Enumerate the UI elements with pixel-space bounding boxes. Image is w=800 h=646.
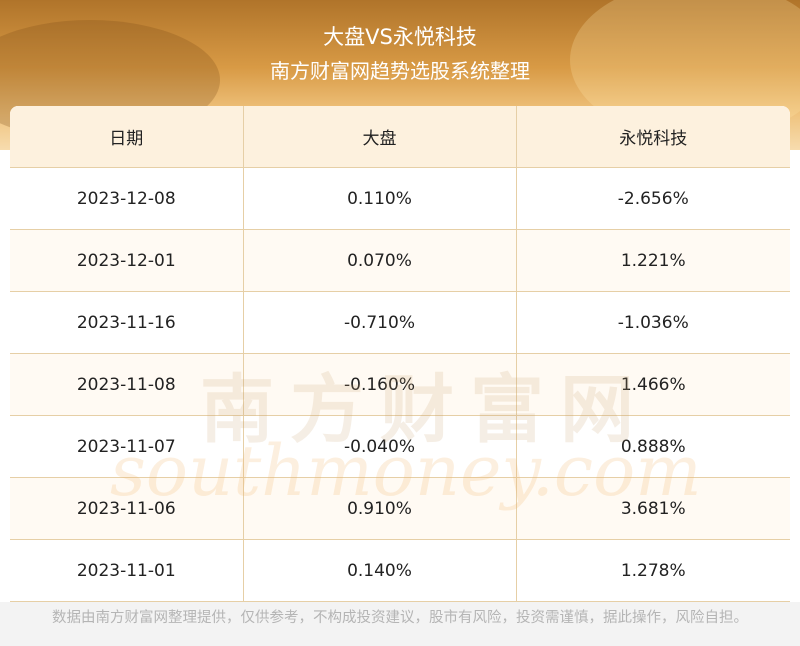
table-row: 2023-11-07 -0.040% 0.888%: [10, 415, 790, 478]
cell-market: -0.710%: [243, 291, 517, 354]
footer-disclaimer: 数据由南方财富网整理提供，仅供参考，不构成投资建议，股市有风险，投资需谨慎，据此…: [0, 602, 800, 646]
column-header-date: 日期: [10, 106, 244, 168]
cell-stock: 3.681%: [516, 477, 790, 540]
table-row: 2023-12-01 0.070% 1.221%: [10, 229, 790, 292]
cell-date: 2023-11-06: [10, 477, 244, 540]
table-row: 2023-11-01 0.140% 1.278%: [10, 539, 790, 602]
cell-market: 0.910%: [243, 477, 517, 540]
page-title: 大盘VS永悦科技: [323, 25, 477, 49]
cell-date: 2023-11-08: [10, 353, 244, 416]
comparison-table: 日期 大盘 永悦科技 2023-12-08 0.110% -2.656% 202…: [10, 106, 790, 602]
cell-stock: 1.466%: [516, 353, 790, 416]
cell-market: 0.070%: [243, 229, 517, 292]
cell-market: -0.160%: [243, 353, 517, 416]
cell-date: 2023-11-16: [10, 291, 244, 354]
cell-market: 0.110%: [243, 167, 517, 230]
cell-market: 0.140%: [243, 539, 517, 602]
page-subtitle: 南方财富网趋势选股系统整理: [270, 59, 530, 83]
table-header-row: 日期 大盘 永悦科技: [10, 106, 790, 168]
cell-stock: -2.656%: [516, 167, 790, 230]
column-header-market: 大盘: [243, 106, 517, 168]
cell-market: -0.040%: [243, 415, 517, 478]
table-row: 2023-11-16 -0.710% -1.036%: [10, 291, 790, 354]
cell-date: 2023-11-01: [10, 539, 244, 602]
cell-stock: -1.036%: [516, 291, 790, 354]
table-row: 2023-12-08 0.110% -2.656%: [10, 167, 790, 230]
table-row: 2023-11-06 0.910% 3.681%: [10, 477, 790, 540]
table-row: 2023-11-08 -0.160% 1.466%: [10, 353, 790, 416]
comparison-table-card: 日期 大盘 永悦科技 2023-12-08 0.110% -2.656% 202…: [10, 106, 790, 602]
cell-stock: 1.221%: [516, 229, 790, 292]
cell-stock: 0.888%: [516, 415, 790, 478]
cell-stock: 1.278%: [516, 539, 790, 602]
cell-date: 2023-11-07: [10, 415, 244, 478]
column-header-stock: 永悦科技: [516, 106, 790, 168]
cell-date: 2023-12-08: [10, 167, 244, 230]
cell-date: 2023-12-01: [10, 229, 244, 292]
